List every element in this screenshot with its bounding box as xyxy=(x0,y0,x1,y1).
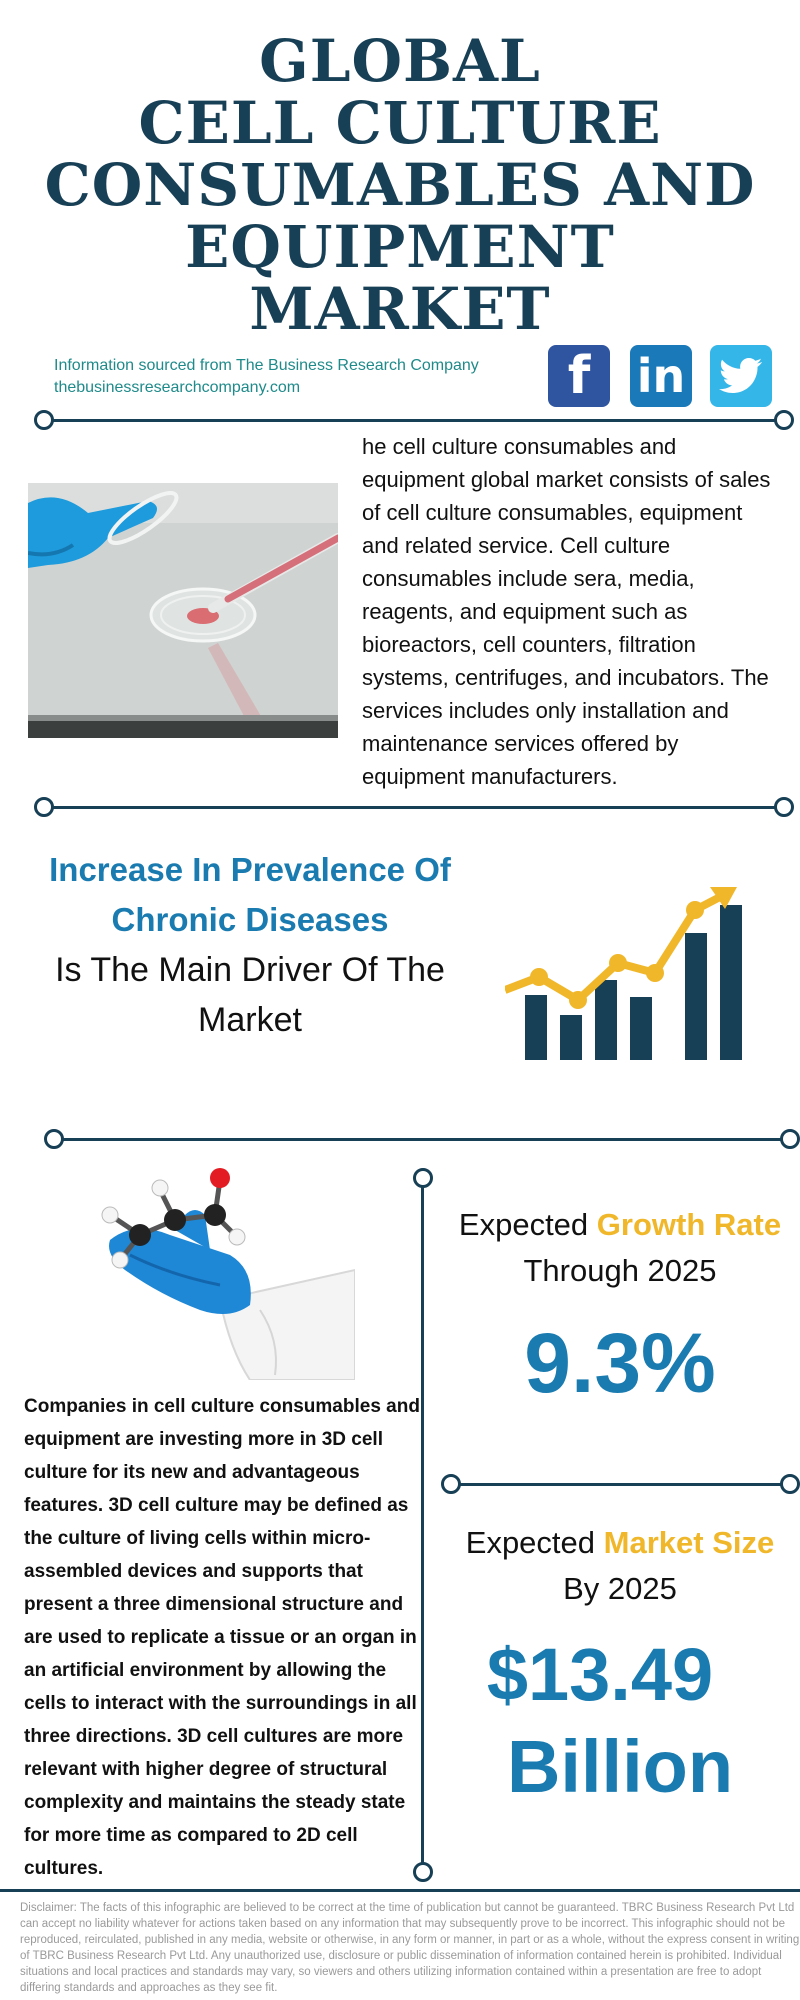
divider-4 xyxy=(460,1483,790,1486)
linkedin-glyph: in xyxy=(636,349,686,403)
petri-dish-photo xyxy=(28,483,338,738)
title-line-5: MARKET xyxy=(249,275,551,343)
intro-paragraph: he cell culture consumables and equipmen… xyxy=(362,434,771,789)
market-size-label: Expected Market Size By 2025 xyxy=(440,1520,800,1612)
facebook-icon[interactable]: f xyxy=(548,345,610,407)
market-highlight: Market Size xyxy=(603,1525,775,1560)
source-line: Information sourced from The Business Re… xyxy=(54,357,479,374)
market-size-value-2: Billion xyxy=(506,1725,734,1808)
divider-1-dot-right xyxy=(774,410,794,430)
twitter-bird-icon xyxy=(719,358,762,393)
divider-3-dot-right xyxy=(780,1129,800,1149)
title-line-3: CONSUMABLES AND xyxy=(44,151,756,219)
market-size-value-1: $13.49 xyxy=(486,1633,714,1716)
vertical-divider-dot-top xyxy=(413,1168,433,1188)
growth-highlight: Growth Rate xyxy=(596,1207,782,1242)
vertical-divider-dot-bottom xyxy=(413,1862,433,1882)
title-line-1: GLOBAL xyxy=(259,27,541,95)
title-line-2: CELL CULTURE xyxy=(138,89,662,157)
petri-dish-illustration xyxy=(28,483,338,738)
market-suffix: By 2025 xyxy=(563,1571,677,1606)
divider-1-dot-left xyxy=(34,410,54,430)
divider-4-dot-right xyxy=(780,1474,800,1494)
growth-suffix: Through 2025 xyxy=(523,1253,717,1288)
growth-rate-value: 9.3% xyxy=(524,1316,716,1410)
divider-3 xyxy=(54,1138,790,1141)
driver-text: Is The Main Driver Of The Market xyxy=(55,951,445,1039)
source-url[interactable]: thebusinessresearchcompany.com xyxy=(54,379,301,396)
divider-3-dot-left xyxy=(44,1129,64,1149)
divider-2-dot-left xyxy=(34,797,54,817)
disclaimer: Disclaimer: The facts of this infographi… xyxy=(20,1902,800,1994)
footer-divider xyxy=(0,1889,800,1892)
twitter-icon[interactable] xyxy=(710,345,772,407)
divider-2 xyxy=(44,806,784,809)
growth-chart-icon xyxy=(505,887,742,1060)
title-line-4: EQUIPMENT xyxy=(185,213,615,281)
molecule-glove-photo xyxy=(101,1168,355,1380)
facebook-glyph: f xyxy=(567,346,591,406)
driver-highlight: Increase In Prevalence Of Chronic Diseas… xyxy=(49,851,451,938)
source-info: Information sourced from The Business Re… xyxy=(54,355,479,399)
body-paragraph: Companies in cell culture consumables an… xyxy=(24,1396,420,1879)
divider-1 xyxy=(44,419,784,422)
market-prefix: Expected xyxy=(465,1525,596,1560)
divider-4-dot-left xyxy=(441,1474,461,1494)
growth-prefix: Expected xyxy=(458,1207,589,1242)
growth-rate-label: Expected Growth Rate Through 2025 xyxy=(440,1202,800,1294)
vertical-divider xyxy=(421,1178,424,1868)
linkedin-icon[interactable]: in xyxy=(630,345,692,407)
page-title: GLOBAL CELL CULTURE CONSUMABLES AND EQUI… xyxy=(0,30,800,340)
divider-2-dot-right xyxy=(774,797,794,817)
